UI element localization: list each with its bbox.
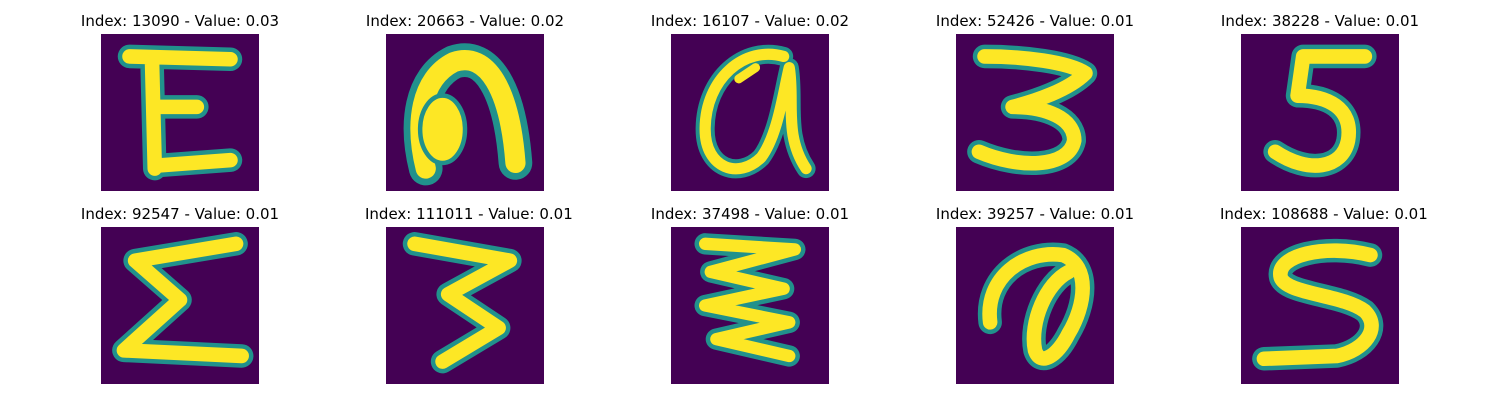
glyph-3-shape bbox=[402, 232, 522, 374]
digit-image bbox=[671, 227, 829, 384]
digit-image bbox=[671, 34, 829, 191]
digit-image bbox=[386, 34, 544, 191]
panel-title: Index: 108688 - Value: 0.01 bbox=[1220, 205, 1428, 223]
digit-image bbox=[1241, 227, 1399, 384]
panel-title: Index: 111011 - Value: 0.01 bbox=[365, 205, 573, 223]
panel-title: Index: 38228 - Value: 0.01 bbox=[1220, 12, 1420, 30]
panel-title: Index: 52426 - Value: 0.01 bbox=[935, 12, 1135, 30]
digit-image bbox=[956, 227, 1114, 384]
glyph-n-shape bbox=[403, 43, 533, 186]
digit-image bbox=[101, 227, 259, 384]
glyph-e-shape bbox=[117, 44, 243, 181]
glyph-5-shape bbox=[1263, 44, 1377, 178]
panel-title: Index: 37498 - Value: 0.01 bbox=[650, 205, 850, 223]
digit-image bbox=[1241, 34, 1399, 191]
panel-title: Index: 13090 - Value: 0.03 bbox=[80, 12, 280, 30]
glyph-a-shape bbox=[977, 242, 1095, 371]
panel-title: Index: 39257 - Value: 0.01 bbox=[935, 205, 1135, 223]
digit-image bbox=[101, 34, 259, 191]
panel-title: Index: 16107 - Value: 0.02 bbox=[650, 12, 850, 30]
glyph-3-shape bbox=[967, 44, 1098, 175]
panel-title: Index: 20663 - Value: 0.02 bbox=[365, 12, 565, 30]
glyph-5-shape bbox=[1252, 238, 1384, 371]
glyph-3-shape bbox=[694, 233, 806, 367]
digit-image bbox=[956, 34, 1114, 191]
panel-title: Index: 92547 - Value: 0.01 bbox=[80, 205, 280, 223]
glyph-a-shape bbox=[695, 44, 816, 179]
digit-image bbox=[386, 227, 544, 384]
glyph-sigma-shape bbox=[112, 232, 254, 368]
